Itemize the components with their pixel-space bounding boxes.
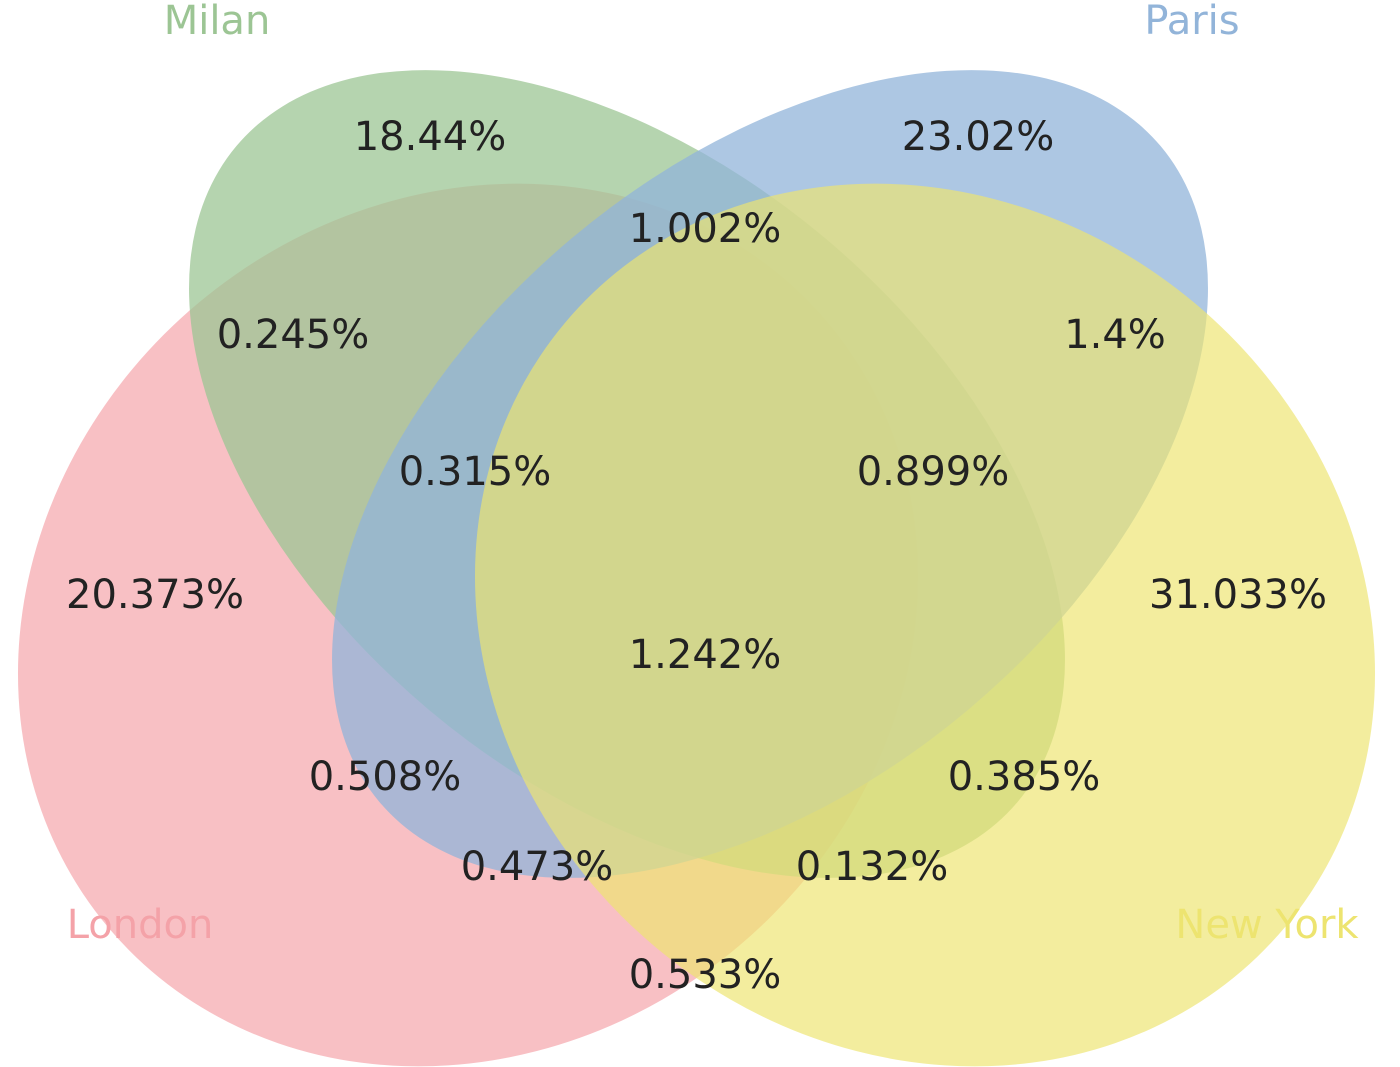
region-london-milan: 0.245% — [217, 312, 370, 358]
region-london-new-york: 0.533% — [629, 952, 782, 998]
region-milan-paris-new-york: 0.899% — [857, 449, 1010, 495]
region-london-milan-new-york: 0.132% — [796, 844, 949, 890]
region-milan-only: 18.44% — [354, 114, 507, 160]
set-label-milan: Milan — [164, 0, 271, 44]
region-london-milan-paris: 0.315% — [399, 449, 552, 495]
region-all-four: 1.242% — [629, 632, 782, 678]
region-milan-paris: 1.002% — [629, 206, 782, 252]
set-label-paris: Paris — [1144, 0, 1239, 44]
region-paris-new-york: 1.4% — [1064, 312, 1166, 358]
region-paris-only: 23.02% — [902, 114, 1055, 160]
set-label-london: London — [67, 902, 214, 948]
new-york-ellipse — [474, 183, 1376, 1067]
region-london-paris-new-york: 0.473% — [461, 844, 614, 890]
region-milan-new-york: 0.385% — [948, 754, 1101, 800]
region-london-paris: 0.508% — [309, 754, 462, 800]
set-label-new-york: New York — [1175, 902, 1359, 948]
region-new-york-only: 31.033% — [1149, 572, 1327, 618]
region-london-only: 20.373% — [66, 572, 244, 618]
